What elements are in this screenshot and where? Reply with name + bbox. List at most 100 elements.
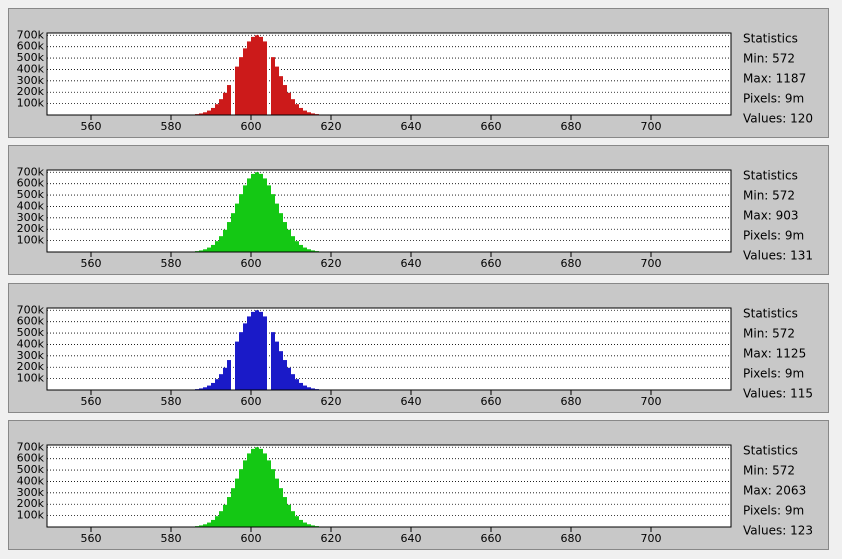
histogram-bar	[243, 323, 247, 390]
histogram-bar	[263, 41, 267, 115]
histogram-bar	[223, 92, 227, 115]
histogram-bar	[255, 35, 259, 115]
histogram-bar	[219, 511, 223, 527]
x-tick-label: 580	[161, 120, 182, 133]
stats-title: Statistics	[743, 307, 798, 321]
histogram-bar	[287, 229, 291, 252]
x-tick-label: 660	[481, 257, 502, 270]
histogram-bar	[267, 185, 271, 252]
y-tick-label: 600k	[17, 452, 45, 465]
histogram-bar	[271, 194, 275, 252]
stats-line: Pixels: 9m	[743, 504, 804, 518]
x-tick-label: 580	[161, 257, 182, 270]
histogram-bar	[215, 104, 219, 115]
histogram-bar	[223, 367, 227, 390]
histogram-bar	[203, 249, 207, 252]
y-tick-label: 300k	[17, 486, 45, 499]
histogram-bar	[207, 247, 211, 252]
histogram-bar	[295, 241, 299, 252]
y-tick-label: 200k	[17, 85, 45, 98]
stats-line: Min: 572	[743, 52, 795, 66]
histogram-bar	[219, 374, 223, 390]
histogram-bar	[227, 497, 231, 527]
plot-border	[46, 169, 732, 253]
x-tick-label: 640	[401, 395, 422, 408]
histogram-bar	[251, 448, 255, 527]
histogram-bar	[295, 516, 299, 527]
stats-line: Pixels: 9m	[743, 367, 804, 381]
histogram-bar	[299, 107, 303, 115]
x-tick-label: 620	[321, 532, 342, 545]
histogram-bar	[271, 57, 275, 115]
y-tick-label: 100k	[17, 97, 45, 110]
y-tick-label: 200k	[17, 222, 45, 235]
histogram-bar	[223, 229, 227, 252]
histogram-bar	[199, 113, 203, 115]
y-tick-label: 500k	[17, 51, 45, 64]
plot-area	[47, 308, 731, 390]
histogram-bar	[283, 360, 287, 390]
x-tick-label: 680	[561, 257, 582, 270]
stats-line: Values: 115	[743, 387, 813, 401]
histogram-bar	[235, 66, 239, 115]
histogram-bar	[243, 460, 247, 527]
histogram-bar	[283, 85, 287, 115]
stats-title: Statistics	[743, 32, 798, 46]
histogram-bar	[287, 504, 291, 527]
histogram-bar	[251, 311, 255, 390]
histogram-bar	[303, 385, 307, 390]
histogram-bar	[275, 341, 279, 390]
plot-border	[46, 32, 732, 116]
histogram-bar	[251, 173, 255, 252]
histogram-bar	[235, 203, 239, 252]
histogram-bar	[207, 522, 211, 527]
histogram-bar	[311, 525, 315, 527]
y-tick-label: 700k	[17, 440, 45, 453]
histogram-bar	[267, 460, 271, 527]
x-tick-label: 640	[401, 120, 422, 133]
y-tick-label: 400k	[17, 474, 45, 487]
histogram-bar	[295, 104, 299, 115]
y-tick-label: 500k	[17, 463, 45, 476]
histogram-bar	[227, 222, 231, 252]
histogram-bar	[255, 172, 259, 252]
histogram-bar	[255, 310, 259, 390]
histogram-bar	[287, 92, 291, 115]
histogram-bar	[291, 236, 295, 252]
stats-line: Min: 572	[743, 327, 795, 341]
histogram-bar	[247, 316, 251, 390]
plot-area	[47, 33, 731, 115]
histogram-bar	[231, 488, 235, 527]
x-tick-label: 600	[241, 395, 262, 408]
histogram-bar	[227, 360, 231, 390]
y-tick-label: 700k	[17, 165, 45, 178]
histogram-bar	[279, 213, 283, 252]
x-tick-label: 640	[401, 532, 422, 545]
histogram-bar	[203, 524, 207, 527]
x-tick-label: 620	[321, 257, 342, 270]
histogram-bar	[239, 469, 243, 527]
plot-area	[47, 170, 731, 252]
histogram-bar	[283, 222, 287, 252]
histogram-bar	[307, 112, 311, 115]
stats-line: Values: 120	[743, 112, 813, 126]
histogram-bar	[271, 469, 275, 527]
histogram-bar	[219, 99, 223, 115]
histogram-bar	[243, 48, 247, 115]
histogram-bar	[235, 341, 239, 390]
y-tick-label: 100k	[17, 372, 45, 385]
y-tick-label: 100k	[17, 234, 45, 247]
x-tick-label: 560	[81, 532, 102, 545]
histogram-bar	[307, 249, 311, 252]
histogram-bar	[263, 316, 267, 390]
histogram-bar	[207, 385, 211, 390]
x-tick-label: 580	[161, 395, 182, 408]
histogram-bar	[283, 497, 287, 527]
histogram-bar	[303, 247, 307, 252]
y-tick-label: 300k	[17, 349, 45, 362]
histogram-bar	[295, 379, 299, 390]
histogram-bar	[279, 76, 283, 115]
histogram-bar	[211, 519, 215, 527]
